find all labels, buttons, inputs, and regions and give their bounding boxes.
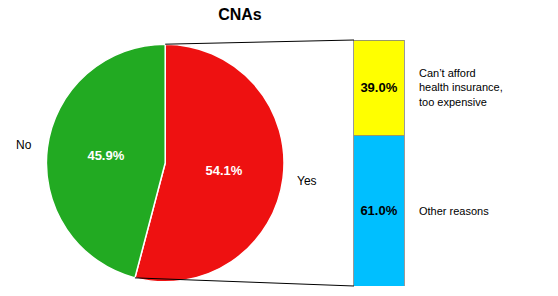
svg-text:Can’t affordhealth insurance,t: Can’t affordhealth insurance,too expensi… [419,67,503,108]
svg-text:No: No [16,138,32,152]
svg-text:Other reasons: Other reasons [419,205,489,217]
svg-text:CNAs: CNAs [218,6,262,23]
svg-text:54.1%: 54.1% [205,163,242,178]
svg-text:45.9%: 45.9% [87,148,124,163]
svg-text:61.0%: 61.0% [360,203,397,218]
svg-text:39.0%: 39.0% [360,80,397,95]
svg-text:Yes: Yes [297,174,317,188]
